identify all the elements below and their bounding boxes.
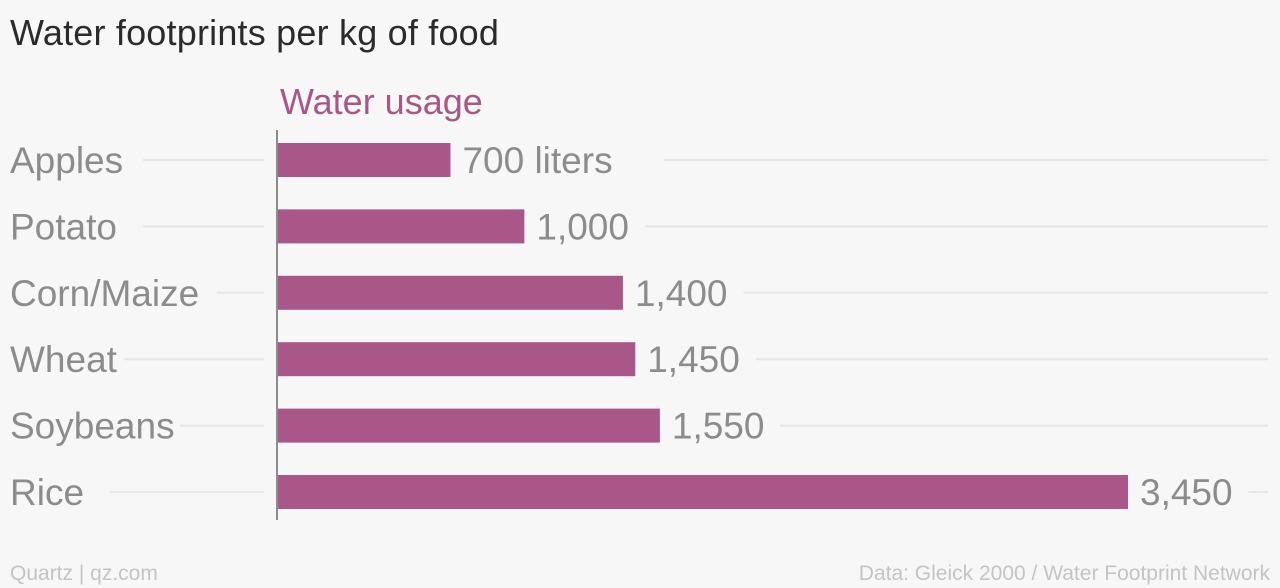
footer-source-right: Data: Gleick 2000 / Water Footprint Netw… (858, 562, 1270, 585)
value-label: 1,400 (635, 273, 728, 314)
category-label: Soybeans (10, 406, 175, 447)
category-label: Wheat (10, 339, 118, 380)
chart-title: Water footprints per kg of food (10, 12, 500, 53)
gridlines (110, 159, 1268, 493)
footer-source-left: Quartz | qz.com (10, 562, 158, 585)
value-label: 1,550 (672, 406, 765, 447)
category-label: Rice (10, 472, 84, 513)
bar (278, 408, 660, 443)
bar (278, 342, 636, 377)
value-label: 1,000 (536, 206, 629, 247)
category-label: Apples (10, 140, 123, 181)
value-label: 3,450 (1140, 472, 1233, 513)
labels: Apples 700 liters Potato 1,000 Corn/Maize 1,4… (10, 140, 1233, 513)
bar (278, 475, 1128, 509)
bar (278, 143, 451, 177)
value-label: 700 liters (462, 140, 612, 181)
bars (278, 143, 1128, 509)
bar (278, 209, 525, 244)
bar (278, 275, 623, 310)
category-label: Corn/Maize (10, 273, 199, 314)
category-label: Potato (10, 206, 117, 247)
bar-chart: Water usage Apples 700 liters Potato 1,000 C… (10, 81, 1268, 520)
series-label: Water usage (280, 81, 483, 122)
value-label: 1,450 (647, 339, 740, 380)
